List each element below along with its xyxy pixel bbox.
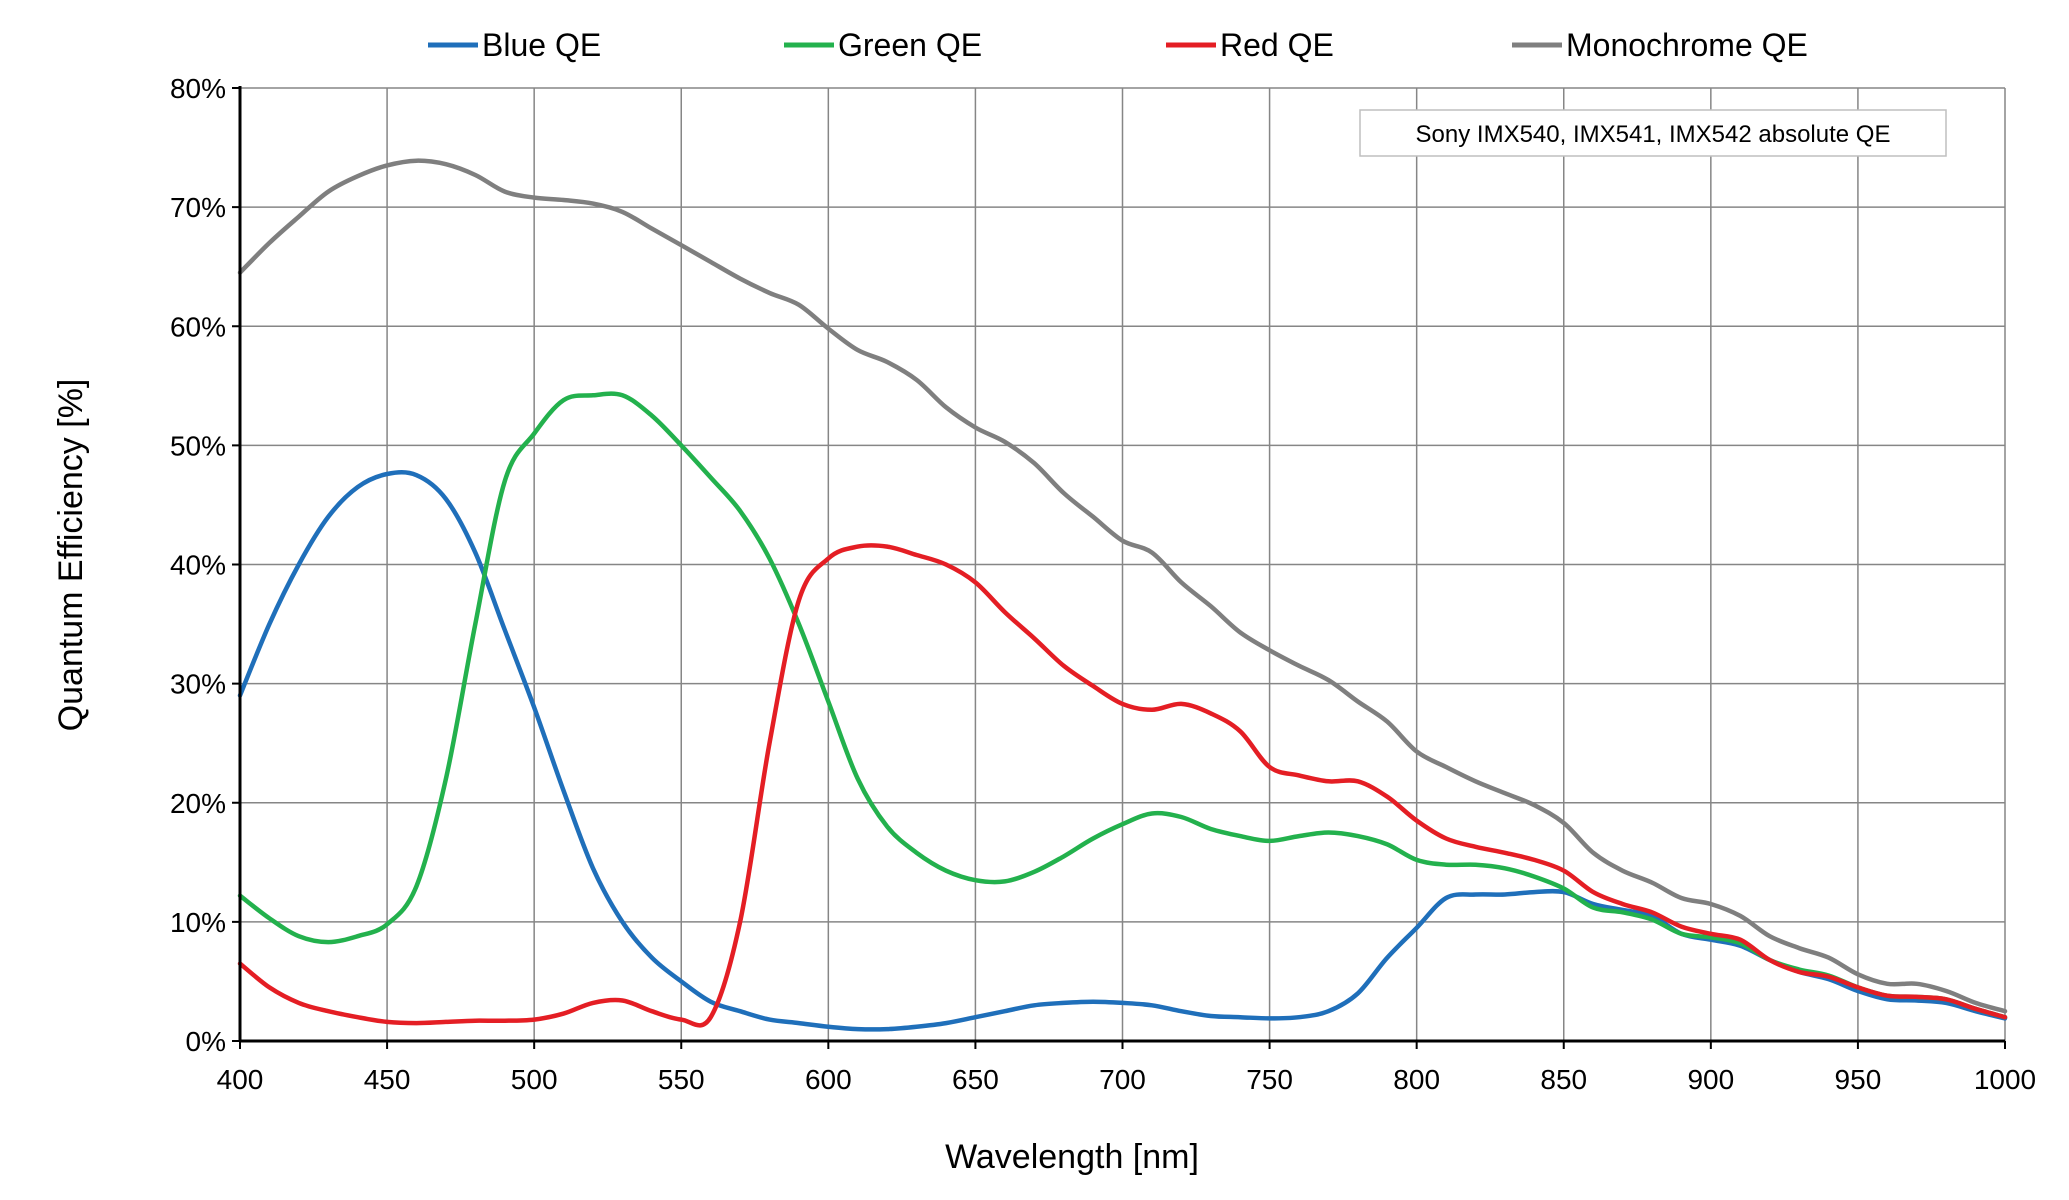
legend-item-blue: Blue QE [428, 27, 601, 63]
x-tick-label: 800 [1393, 1064, 1440, 1095]
legend: Blue QE Green QE Red QE Monochrome QE [428, 27, 1808, 63]
x-axis-title: Wavelength [nm] [945, 1138, 1199, 1176]
x-tick-label: 550 [658, 1064, 705, 1095]
x-tick-label: 650 [952, 1064, 999, 1095]
series-green-qe [237, 391, 2008, 1020]
legend-item-red: Red QE [1166, 27, 1334, 63]
x-tick-label: 700 [1099, 1064, 1146, 1095]
y-tick-label: 0% [186, 1026, 226, 1057]
y-tick-label: 40% [170, 550, 226, 581]
x-tick-label: 950 [1835, 1064, 1882, 1095]
x-tick-label: 1000 [1974, 1064, 2036, 1095]
axes [232, 86, 2006, 1049]
legend-label-monochrome: Monochrome QE [1566, 27, 1808, 63]
legend-label-blue: Blue QE [482, 27, 601, 63]
annotation-label: Sony IMX540, IMX541, IMX542 absolute QE [1416, 121, 1891, 148]
y-tick-label: 30% [170, 669, 226, 700]
x-tick-label: 500 [511, 1064, 558, 1095]
y-tick-label: 20% [170, 788, 226, 819]
series-red-qe [237, 543, 2008, 1028]
x-tick-label: 450 [364, 1064, 411, 1095]
y-tick-label: 80% [170, 73, 226, 104]
legend-label-green: Green QE [838, 27, 982, 63]
x-tick-label: 600 [805, 1064, 852, 1095]
legend-label-red: Red QE [1220, 27, 1334, 63]
legend-item-monochrome: Monochrome QE [1512, 27, 1808, 63]
series-monochrome-qe [237, 158, 2008, 1014]
tick-labels: 400 450 500 550 600 650 700 750 800 850 900 950 1000… [170, 73, 2036, 1095]
x-tick-label: 750 [1246, 1064, 1293, 1095]
x-tick-label: 900 [1687, 1064, 1734, 1095]
legend-item-green: Green QE [784, 27, 982, 63]
x-tick-label: 850 [1540, 1064, 1587, 1095]
annotation-box: Sony IMX540, IMX541, IMX542 absolute QE [1359, 109, 1947, 157]
y-tick-label: 60% [170, 311, 226, 342]
y-tick-label: 10% [170, 907, 226, 938]
grid-lines [240, 87, 2006, 1041]
series-lines [237, 158, 2008, 1032]
x-tick-label: 400 [217, 1064, 264, 1095]
y-axis-title: Quantum Efficiency [%] [52, 379, 90, 732]
y-tick-label: 70% [170, 192, 226, 223]
y-tick-label: 50% [170, 430, 226, 461]
annotation-frame [1359, 109, 1947, 157]
